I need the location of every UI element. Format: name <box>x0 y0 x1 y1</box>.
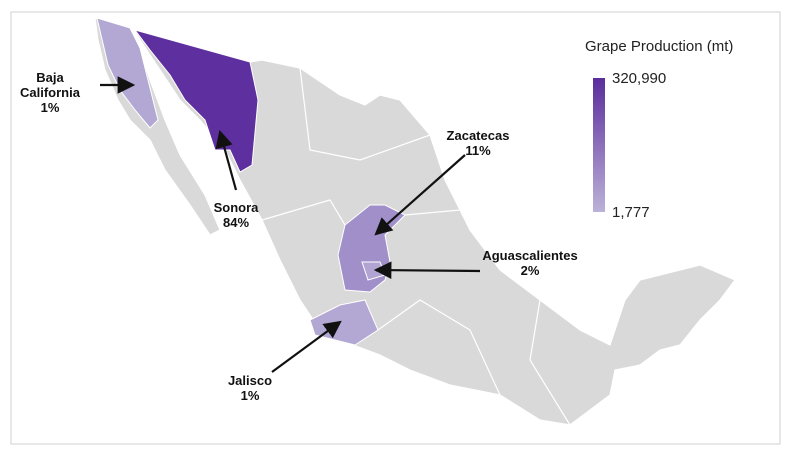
legend-max: 320,990 <box>612 70 667 87</box>
region-name: Zacatecas <box>446 128 510 143</box>
legend-bar <box>593 78 605 212</box>
region-name: Aguascalientes <box>482 248 578 263</box>
region-name: Jalisco <box>227 373 273 388</box>
arrow <box>271 320 342 373</box>
arrow <box>215 129 238 191</box>
region-name: Baja California <box>20 70 80 100</box>
region-label: Sonora 84% <box>176 200 296 230</box>
region-share: 11% <box>465 143 491 158</box>
region-share: 84% <box>222 215 250 230</box>
region-label: Baja California 1% <box>0 70 100 115</box>
region <box>96 17 159 129</box>
region-label: Aguascalientes 2% <box>470 248 590 278</box>
frame <box>10 11 781 445</box>
region-share: 1% <box>40 100 60 115</box>
arrow <box>374 154 466 236</box>
arrow <box>373 261 481 279</box>
region-label: Jalisco 1% <box>190 373 310 403</box>
legend-title: Grape Production (mt) <box>585 38 734 55</box>
arrows <box>100 76 481 373</box>
region-share: 2% <box>520 263 540 278</box>
region-label: Zacatecas 11% <box>418 128 538 158</box>
region-name: Sonora <box>213 200 259 215</box>
region-share: 1% <box>240 388 260 403</box>
legend-min: 1,777 <box>612 204 650 221</box>
